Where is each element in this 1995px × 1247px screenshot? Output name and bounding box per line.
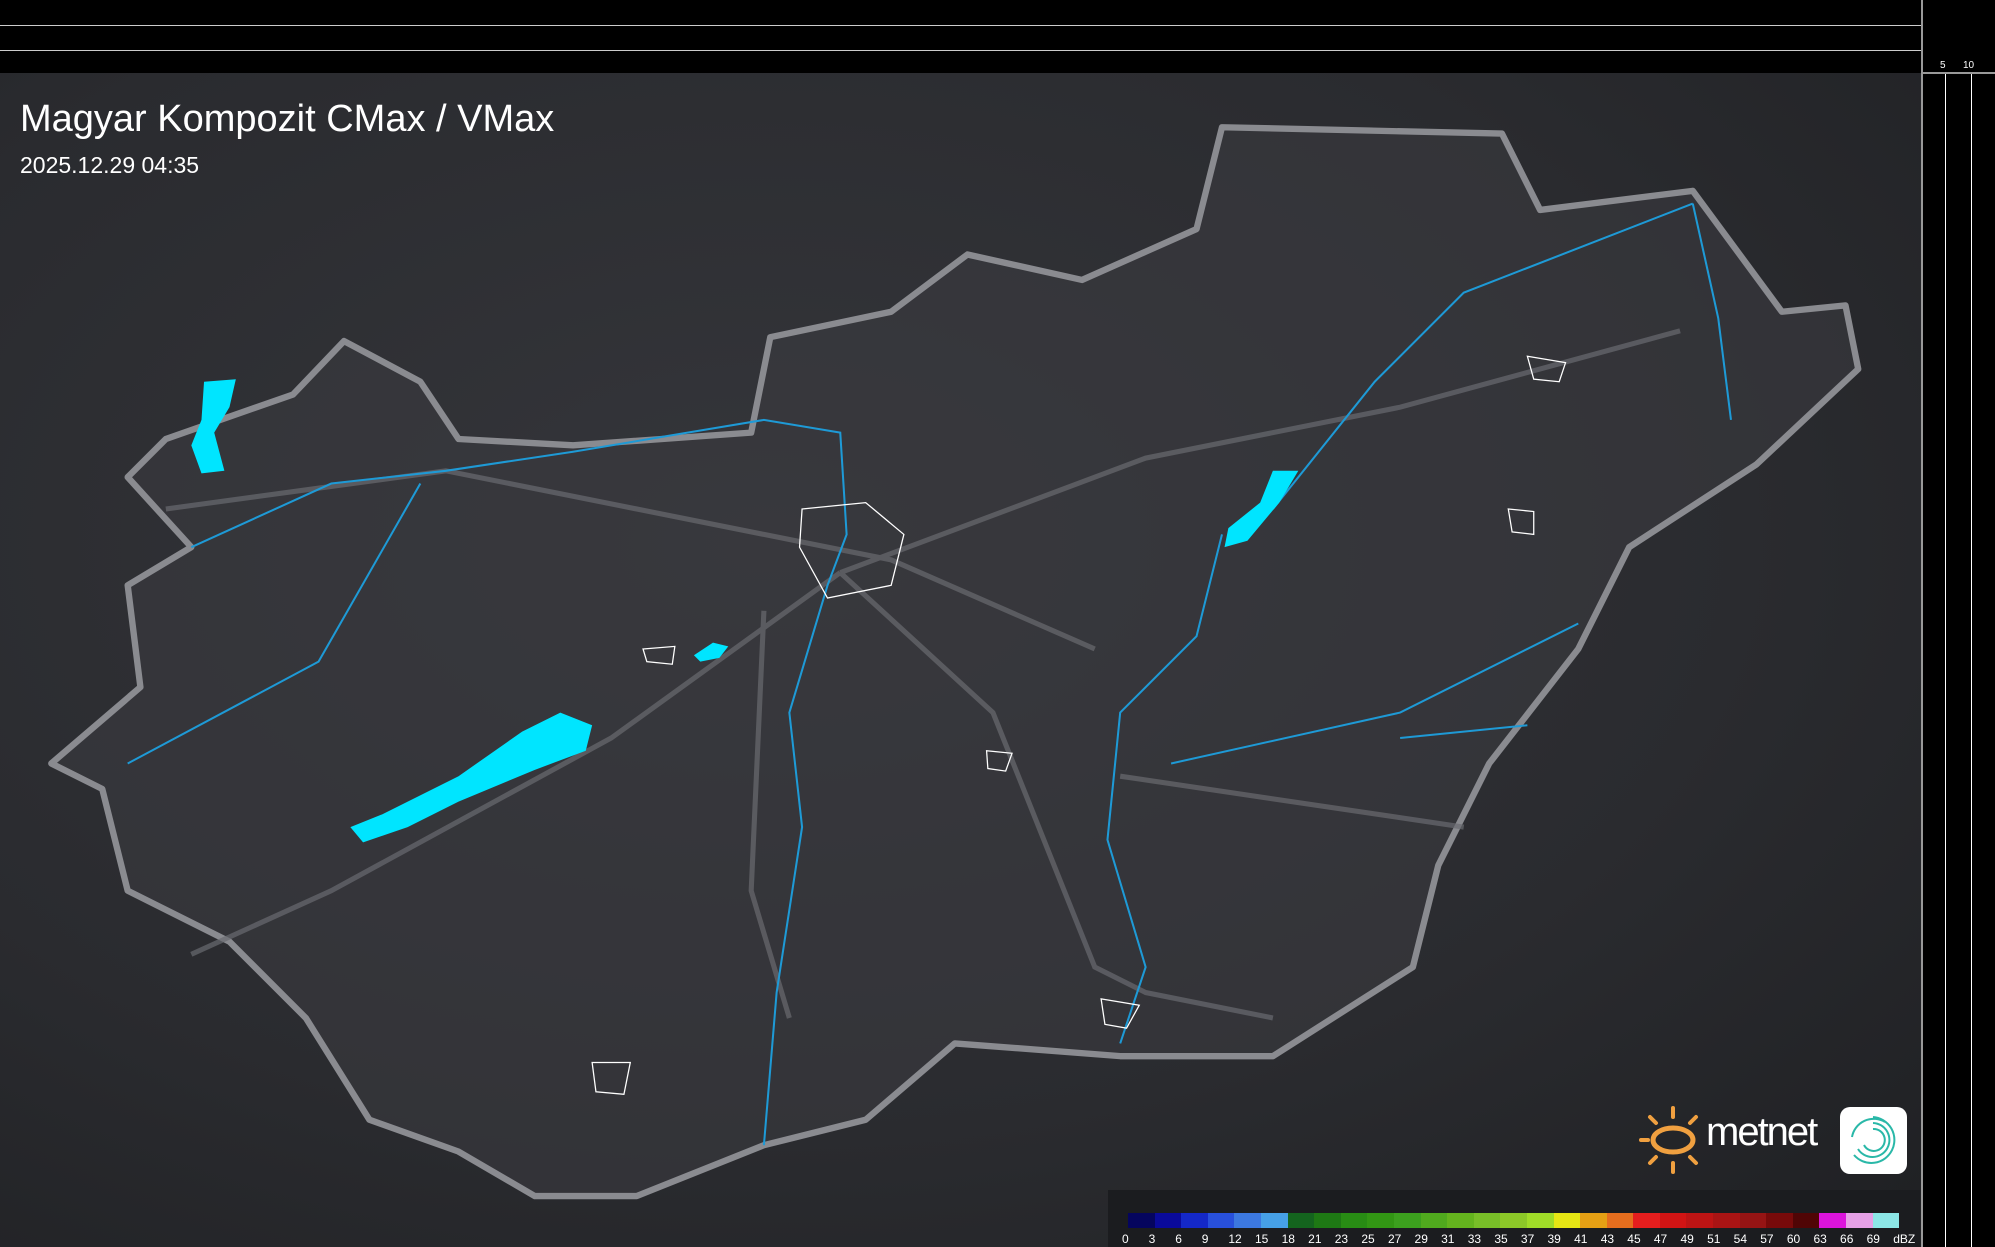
legend-swatch	[1287, 1213, 1315, 1228]
legend-value: 39	[1547, 1232, 1561, 1246]
legend-value: 49	[1680, 1232, 1694, 1246]
legend-swatch	[1314, 1213, 1341, 1228]
lake-velence	[693, 642, 729, 662]
legend-value: 18	[1281, 1232, 1295, 1246]
map-title: Magyar Kompozit CMax / VMax	[20, 98, 555, 140]
country-outline	[48, 124, 1862, 1200]
legend-value: 47	[1653, 1232, 1668, 1246]
lake-tisza	[1224, 470, 1299, 548]
legend-value: 45	[1627, 1232, 1641, 1246]
legend-value: 0	[1122, 1232, 1129, 1246]
legend-swatch	[1367, 1213, 1394, 1228]
roads	[165, 328, 1681, 1021]
legend-swatch	[1181, 1213, 1208, 1228]
legend-swatch	[1473, 1213, 1501, 1228]
dbz-color-legend: 0 3 6 9 12 15 18 21 23 25 27 29 31 33 35 37 39 41 43 45 47 49…	[1108, 1190, 1920, 1247]
legend-swatch	[1234, 1213, 1261, 1228]
legend-swatch	[1606, 1213, 1634, 1228]
legend-unit: dBZ	[1893, 1232, 1916, 1246]
legend-swatch	[1580, 1213, 1607, 1228]
hungary-map	[48, 124, 1862, 1200]
legend-value: 57	[1760, 1232, 1774, 1246]
legend-value: 41	[1574, 1232, 1588, 1246]
legend-value: 27	[1387, 1232, 1402, 1246]
legend-value: 21	[1308, 1232, 1322, 1246]
settlements	[591, 355, 1567, 1095]
metnet-logo: metnet	[1638, 1105, 1818, 1180]
top-scale-strip: 10 5	[0, 0, 1935, 73]
legend-swatch	[1526, 1213, 1554, 1228]
lake-ferto	[191, 379, 236, 474]
legend-swatch	[1819, 1213, 1847, 1228]
lake-balaton	[350, 712, 593, 843]
legend-swatch	[1872, 1213, 1900, 1228]
legend-value: 43	[1600, 1232, 1615, 1246]
tick-label: 10	[1963, 60, 1975, 71]
legend-value: 37	[1520, 1232, 1535, 1246]
legend-swatch	[1846, 1213, 1873, 1228]
legend-swatch	[1633, 1213, 1660, 1228]
legend-value: 35	[1494, 1232, 1508, 1246]
legend-swatch	[1713, 1213, 1740, 1228]
legend-swatch	[1260, 1213, 1288, 1228]
legend-value: 63	[1813, 1232, 1827, 1246]
tick-label: 5	[1940, 60, 1946, 71]
legend-swatch	[1766, 1213, 1793, 1228]
legend-value: 31	[1441, 1232, 1455, 1246]
legend-value: 6	[1175, 1232, 1182, 1246]
scale-line-5	[0, 50, 1921, 51]
legend-swatch	[1207, 1213, 1235, 1228]
legend-value: 12	[1228, 1232, 1242, 1246]
map-timestamp: 2025.12.29 04:35	[20, 152, 200, 178]
legend-swatch	[1393, 1213, 1421, 1228]
brand-name: metnet	[1706, 1110, 1818, 1154]
legend-swatch	[1340, 1213, 1368, 1228]
legend-value: 25	[1361, 1232, 1375, 1246]
legend-value: 3	[1148, 1232, 1156, 1246]
legend-value: 69	[1866, 1232, 1880, 1246]
legend-value: 9	[1201, 1232, 1209, 1246]
legend-swatch	[1792, 1213, 1820, 1228]
legend-value: 54	[1733, 1232, 1748, 1246]
legend-value: 29	[1414, 1232, 1428, 1246]
lakes	[191, 379, 1299, 843]
spiral-app-icon	[1840, 1107, 1907, 1174]
scale-line-10	[0, 25, 1921, 26]
legend-swatch	[1420, 1213, 1448, 1228]
legend-swatch	[1128, 1213, 1155, 1228]
legend-value: 66	[1840, 1232, 1854, 1246]
legend-swatch	[1739, 1213, 1767, 1228]
legend-swatch	[1553, 1213, 1581, 1228]
right-scale-strip: 5 10	[1921, 0, 1995, 1247]
legend-swatch	[1447, 1213, 1474, 1228]
legend-color-bar	[1128, 1213, 1900, 1228]
legend-labels: 0 3 6 9 12 15 18 21 23 25 27 29 31 33 35 37 39 41 43 45 47 49…	[1122, 1232, 1920, 1246]
legend-value: 60	[1786, 1232, 1801, 1246]
legend-swatch	[1659, 1213, 1687, 1228]
rivers	[127, 202, 1732, 1146]
legend-swatch	[1686, 1213, 1714, 1228]
sun-icon	[1639, 1106, 1698, 1174]
radar-map[interactable]: Magyar Kompozit CMax / VMax 2025.12.29 0…	[0, 73, 1921, 1247]
legend-swatch	[1500, 1213, 1527, 1228]
legend-value: 23	[1334, 1232, 1349, 1246]
legend-value: 33	[1467, 1232, 1482, 1246]
legend-value: 51	[1707, 1232, 1721, 1246]
legend-value: 15	[1254, 1232, 1269, 1246]
legend-swatch	[1154, 1213, 1182, 1228]
